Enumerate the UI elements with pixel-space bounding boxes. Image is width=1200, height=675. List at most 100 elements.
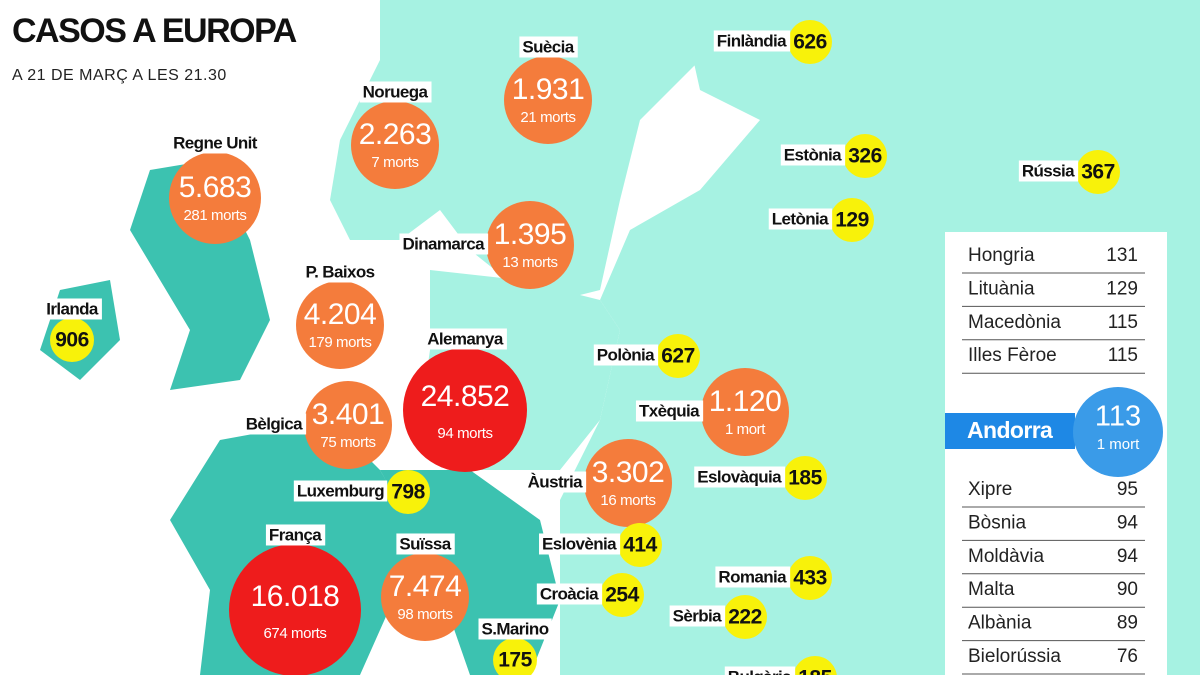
country-name: Àustria [528, 472, 584, 491]
case-count: 798 [391, 481, 425, 504]
label-bg [399, 233, 489, 255]
country-name: França [269, 525, 322, 544]
label-bg [536, 583, 603, 605]
country-name: Estònia [784, 145, 842, 164]
case-circle [486, 201, 574, 289]
table-cases: 94 [1117, 546, 1139, 567]
highlight-cases: 113 [1095, 401, 1141, 433]
case-count: 367 [1081, 161, 1115, 184]
death-count: 94 morts [437, 425, 492, 442]
case-circle [793, 656, 837, 675]
case-circle [783, 456, 827, 500]
label-bg [768, 208, 833, 230]
country-name: S.Marino [482, 619, 549, 638]
case-circle [296, 281, 384, 369]
table-country: Albània [968, 613, 1032, 634]
table-cases: 131 [1106, 245, 1138, 266]
table-country: Hongria [968, 245, 1035, 266]
table-country: Moldàvia [968, 546, 1044, 567]
table-country: Illes Fèroe [968, 345, 1057, 366]
case-count: 175 [498, 649, 532, 672]
label-bg [593, 344, 659, 366]
country-name: Rússia [1022, 161, 1075, 180]
highlight-deaths: 1 mort [1097, 436, 1140, 453]
table-country: Lituània [968, 278, 1035, 299]
case-circle [304, 381, 392, 469]
case-count: 626 [793, 31, 827, 54]
label-bg [713, 30, 791, 52]
country-name: Bulgària [728, 667, 792, 675]
case-count: 5.683 [179, 171, 252, 204]
case-circle [169, 152, 261, 244]
case-count: 129 [835, 209, 869, 232]
country-name: Romania [718, 567, 787, 586]
label-bg [635, 400, 704, 422]
death-count: 7 morts [371, 154, 418, 171]
label-bg [780, 144, 846, 166]
case-circle [788, 556, 832, 600]
case-circle [584, 439, 672, 527]
case-circle [351, 101, 439, 189]
case-circle [618, 523, 662, 567]
country-name: Finlàndia [717, 31, 787, 50]
case-count: 2.263 [359, 118, 432, 151]
label-bg [724, 666, 796, 675]
label-bg [265, 524, 326, 546]
country-name: Letònia [772, 209, 829, 228]
case-circle [229, 544, 361, 675]
country-name: Noruega [363, 82, 429, 101]
case-circle [381, 553, 469, 641]
label-bg [694, 466, 786, 488]
case-count: 185 [788, 467, 822, 490]
case-count: 3.401 [312, 398, 385, 431]
case-circle [493, 638, 537, 675]
table-cases: 115 [1108, 345, 1138, 366]
country-name: Suïssa [399, 534, 451, 553]
country-name: Dinamarca [402, 234, 485, 253]
highlight-circle [1073, 387, 1163, 477]
table-country: Xipre [968, 479, 1012, 500]
label-bg [302, 261, 378, 283]
country-name: Alemanya [427, 329, 504, 348]
death-count: 1 mort [725, 421, 766, 438]
country-name: Suècia [522, 37, 574, 56]
table-cases: 129 [1106, 278, 1138, 299]
table-country: Bòsnia [968, 512, 1027, 533]
country-name: Bèlgica [246, 414, 303, 433]
label-bg [359, 81, 432, 103]
label-bg [396, 533, 455, 555]
case-count: 414 [623, 534, 657, 557]
table-cases: 89 [1117, 613, 1138, 634]
case-count: 906 [55, 329, 89, 352]
death-count: 674 morts [263, 625, 326, 642]
death-count: 179 morts [308, 334, 371, 351]
case-count: 1.120 [709, 385, 782, 418]
case-count: 222 [728, 606, 762, 629]
case-count: 433 [793, 567, 827, 590]
case-circle [788, 20, 832, 64]
table-cases: 94 [1117, 512, 1139, 533]
case-circle [701, 368, 789, 456]
highlight-band [945, 413, 1075, 449]
table-country: Bielorússia [968, 646, 1061, 667]
death-count: 13 morts [502, 254, 557, 271]
title: CASOS A EUROPA [12, 12, 297, 50]
label-bg [524, 471, 587, 493]
case-circle [403, 348, 527, 472]
label-bg [669, 605, 726, 627]
label-bg [519, 36, 578, 58]
death-count: 281 morts [183, 207, 246, 224]
country-name: Irlanda [46, 299, 99, 318]
case-count: 326 [848, 145, 882, 168]
country-name: Polònia [597, 345, 655, 364]
case-circle [504, 56, 592, 144]
case-count: 1.931 [512, 73, 585, 106]
label-bg [1018, 160, 1079, 182]
country-name: Eslovàquia [697, 467, 782, 486]
death-count: 75 morts [320, 434, 375, 451]
label-bg [293, 480, 388, 502]
country-name: Croàcia [540, 584, 599, 603]
table: Hongria 131 Lituània 129 Macedònia 115 Illes F… [945, 232, 1167, 675]
case-count: 185 [798, 667, 832, 675]
